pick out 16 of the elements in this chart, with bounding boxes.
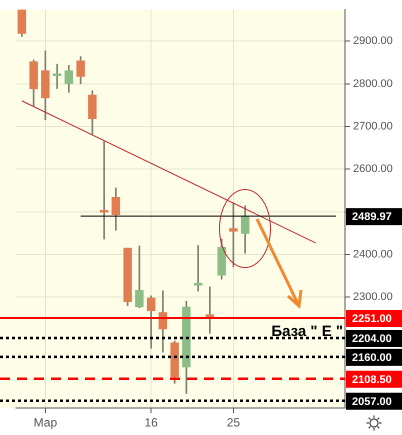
ref-line-label: 2160.00 bbox=[352, 352, 392, 364]
x-tick-label: Мар bbox=[34, 416, 58, 430]
ref-line-label: 2489.97 bbox=[352, 211, 392, 224]
y-tick-label: 2300.00 bbox=[353, 291, 393, 304]
y-tick-label: 2800.00 bbox=[353, 78, 393, 90]
y-tick-label: 2600.00 bbox=[353, 163, 393, 176]
x-tick-label: 25 bbox=[226, 416, 240, 430]
x-tick-label: 16 bbox=[144, 416, 158, 430]
y-tick-label: 2700.00 bbox=[353, 120, 393, 133]
ref-line-label: 2204.00 bbox=[352, 333, 392, 346]
ref-line-label: 2108.50 bbox=[352, 374, 392, 386]
y-tick-label: 2900.00 bbox=[353, 35, 393, 48]
y-tick-label: 2400.00 bbox=[353, 248, 393, 260]
annotation: База " E " bbox=[271, 323, 343, 340]
ref-line-label: 2057.00 bbox=[352, 396, 392, 408]
ref-line-label: 2251.00 bbox=[352, 313, 392, 326]
